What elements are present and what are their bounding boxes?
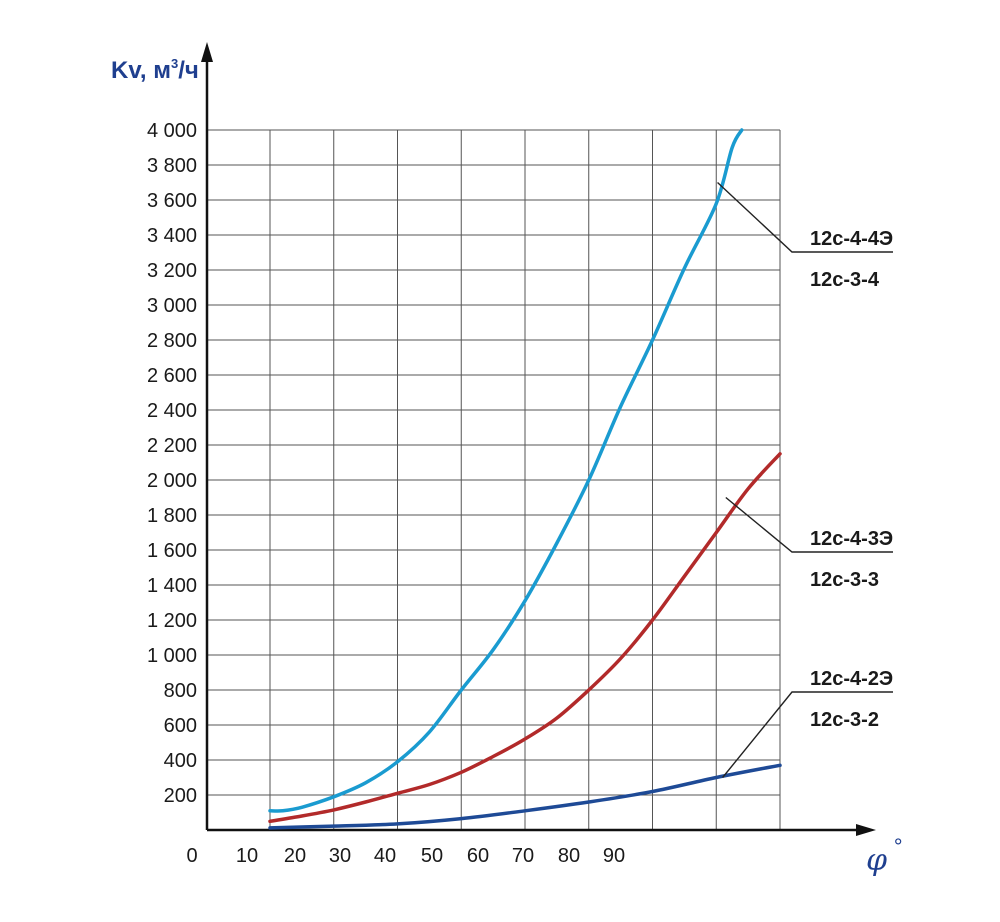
y-tick-label: 3 000 xyxy=(147,295,197,317)
y-tick-label: 1 800 xyxy=(147,505,197,527)
y-tick-label: 4 000 xyxy=(147,120,197,142)
legend-label-secondary-2: 12с-3-2 xyxy=(810,709,879,731)
x-axis-arrow xyxy=(856,824,876,836)
y-tick-label: 1 600 xyxy=(147,540,197,562)
y-axis-title-unit: /ч xyxy=(178,57,199,84)
y-tick-label: 3 400 xyxy=(147,225,197,247)
y-tick-label: 200 xyxy=(164,785,197,807)
series-line-2 xyxy=(268,763,782,830)
y-tick-label: 1 000 xyxy=(147,645,197,667)
series-line-4 xyxy=(268,128,744,813)
legend-leader-3 xyxy=(725,496,893,553)
y-tick-label: 2 800 xyxy=(147,330,197,352)
legend-label-primary-4: 12с-4-4Э xyxy=(810,228,893,250)
legend-label-secondary-4: 12с-3-4 xyxy=(810,269,880,291)
x-tick-label: 80 xyxy=(558,845,580,867)
legend-leader-2 xyxy=(722,691,893,778)
axes xyxy=(201,42,876,836)
x-tick-label: 50 xyxy=(421,845,443,867)
y-tick-label: 3 800 xyxy=(147,155,197,177)
series-lines xyxy=(268,128,782,830)
y-tick-label: 2 400 xyxy=(147,400,197,422)
legend-label-secondary-3: 12с-3-3 xyxy=(810,569,879,591)
x-tick-label: 70 xyxy=(512,845,534,867)
legend-leader-4 xyxy=(717,181,893,253)
legend: 12с-4-4Э 12с-3-4 12с-4-3Э 12с-3-3 12с-4-2Э 12… xyxy=(717,181,893,778)
y-axis-arrow xyxy=(201,42,213,62)
x-tick-label: 10 xyxy=(236,845,258,867)
y-axis-title: Kv, м3/ч xyxy=(111,56,199,84)
x-axis-title-degree: ° xyxy=(893,834,902,859)
series-line-3 xyxy=(268,452,782,824)
x-tick-label: 20 xyxy=(284,845,306,867)
y-tick-label: 2 000 xyxy=(147,470,197,492)
x-tick-labels: 0 10 20 30 40 50 60 70 80 90 xyxy=(186,845,625,867)
y-tick-label: 1 400 xyxy=(147,575,197,597)
x-tick-label: 30 xyxy=(329,845,351,867)
y-tick-label: 3 200 xyxy=(147,260,197,282)
y-tick-label: 3 600 xyxy=(147,190,197,212)
grid xyxy=(207,129,781,830)
y-tick-label: 2 600 xyxy=(147,365,197,387)
x-axis-title-symbol: φ xyxy=(866,843,887,878)
x-tick-label: 0 xyxy=(186,845,197,867)
y-axis-title-main: Kv, м xyxy=(111,57,171,84)
x-tick-label: 90 xyxy=(603,845,625,867)
x-axis-title: φ ° xyxy=(866,834,902,878)
x-tick-label: 60 xyxy=(467,845,489,867)
y-tick-label: 1 200 xyxy=(147,610,197,632)
y-tick-label: 800 xyxy=(164,680,197,702)
y-axis-title-superscript: 3 xyxy=(171,56,178,71)
y-tick-label: 600 xyxy=(164,715,197,737)
x-tick-label: 40 xyxy=(374,845,396,867)
legend-label-primary-2: 12с-4-2Э xyxy=(810,668,893,690)
legend-label-primary-3: 12с-4-3Э xyxy=(810,528,893,550)
y-tick-label: 2 200 xyxy=(147,435,197,457)
y-tick-labels: 200 400 600 800 1 000 1 200 1 400 1 600 1 800 2 0… xyxy=(147,120,197,807)
y-tick-label: 400 xyxy=(164,750,197,772)
